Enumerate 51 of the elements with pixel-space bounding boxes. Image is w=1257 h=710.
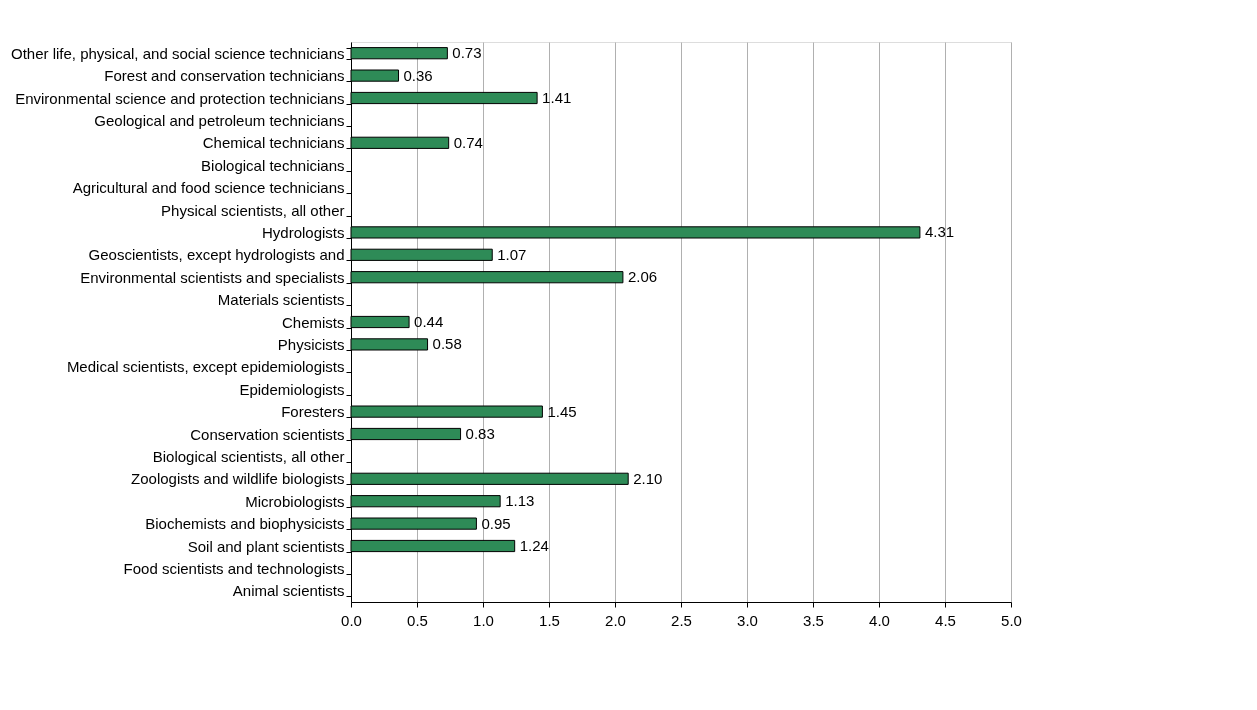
data-label: 0.83 [465,425,495,442]
data-label: 2.06 [627,268,658,286]
x-tick-label: 4.0 [869,611,890,629]
data-label: 1.07 [497,245,527,263]
y-tick-label: Geoscientists, except hydrologists and [88,246,345,264]
y-tick-label: Microbiologists [245,492,345,510]
data-label: 0.44 [414,313,444,330]
data-label: 0.58 [432,335,462,353]
y-tick-label: Animal scientists [232,582,345,600]
x-tick-label: 2.0 [605,611,626,629]
y-tick-label: Soil and plant scientists [187,537,345,555]
x-tick-label: 1.5 [539,611,560,629]
y-tick-label: Epidemiologists [239,380,345,398]
y-tick-label: Forest and conservation technicians [104,67,345,85]
x-tick-label: 3.0 [737,611,758,629]
data-label: 1.45 [547,402,577,420]
y-tick-label: Zoologists and wildlife biologists [131,470,345,488]
y-tick-label: Hydrologists [261,223,345,241]
x-tick-label: 4.5 [935,611,956,629]
y-tick-label: Geological and petroleum technicians [94,111,345,129]
y-tick-label: Environmental scientists and specialists [80,268,345,286]
x-tick-label: 2.5 [671,611,692,629]
data-label: 0.36 [403,66,433,84]
y-tick-label: Chemical technicians [202,134,345,152]
x-tick-label: 0.0 [341,611,362,629]
y-tick-label: Other life, physical, and social science technicians [10,44,345,62]
y-tick-label: Chemists [281,313,345,331]
x-tick-label: 1.0 [473,611,494,629]
y-tick-label: Foresters [281,403,345,421]
y-tick-label: Physicists [277,335,345,353]
y-tick-label: Biological technicians [201,156,345,174]
y-tick-label: Conservation scientists [190,425,345,443]
y-tick-label: Food scientists and technologists [123,559,345,577]
y-tick-label: Physical scientists, all other [161,201,345,219]
data-label: 2.10 [633,469,663,487]
data-label: 1.41 [542,89,572,106]
y-tick-label: Biological scientists, all other [152,447,345,465]
y-tick-label: Medical scientists, except epidemiologists [66,358,345,376]
data-label: 1.24 [519,537,549,554]
y-tick-label: Biochemists and biophysicists [145,515,345,533]
x-tick-label: 5.0 [1001,611,1022,629]
data-label: 4.31 [924,223,955,241]
x-tick-label: 0.5 [407,611,428,629]
data-label: 0.74 [453,133,483,151]
data-label: 1.13 [505,492,535,510]
data-label: 0.73 [452,44,482,62]
y-tick-label: Agricultural and food science technicians [72,179,345,197]
x-tick-label: 3.5 [803,611,824,629]
data-label: 0.95 [481,514,511,532]
y-tick-label: Environmental science and protection technicians [15,89,345,107]
y-tick-label: Materials scientists [217,291,345,309]
